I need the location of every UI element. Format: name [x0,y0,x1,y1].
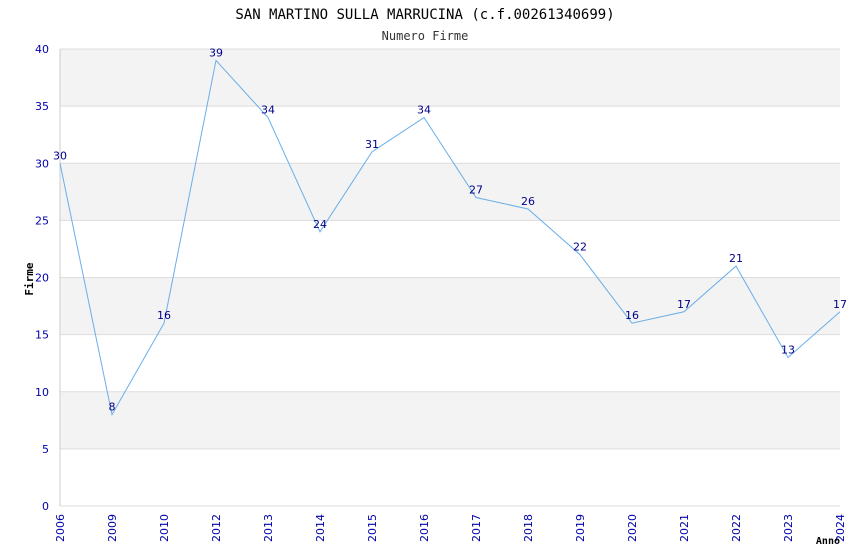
y-tick-label: 20 [35,272,49,285]
data-label: 21 [729,252,743,265]
x-tick-label: 2018 [522,514,535,542]
plot-band [60,277,840,335]
plot-band [60,163,840,221]
x-tick-label: 2019 [574,514,587,542]
x-tick-label: 2024 [834,514,847,542]
y-tick-label: 30 [35,157,49,170]
data-label: 17 [677,298,691,311]
x-tick-label: 2017 [470,514,483,542]
y-tick-label: 10 [35,386,49,399]
plot-band [60,448,840,506]
data-label: 27 [469,184,483,197]
data-label: 17 [833,298,847,311]
data-label: 24 [313,218,327,231]
plot-bands [60,49,840,506]
x-tick-label: 2023 [782,514,795,542]
x-tick-label: 2010 [158,514,171,542]
y-tick-label: 5 [42,443,49,456]
chart-subtitle: Numero Firme [382,29,469,43]
plot-band [60,106,840,164]
x-axis-label: Anno [816,536,840,547]
plot-band [60,391,840,449]
y-tick-label: 25 [35,214,49,227]
x-tick-label: 2022 [730,514,743,542]
y-tick-label: 15 [35,329,49,342]
data-label: 34 [261,104,275,117]
data-labels: 30 8 16 39 34 24 31 34 27 26 22 16 17 21 13 17 [53,46,847,413]
plot-band [60,334,840,392]
data-label: 13 [781,343,795,356]
chart-title: SAN MARTINO SULLA MARRUCINA (c.f.0026134… [235,7,614,23]
plot-band [60,220,840,278]
data-label: 34 [417,104,431,117]
data-label: 16 [157,309,171,322]
x-tick-label: 2021 [678,514,691,542]
x-tick-label: 2016 [418,514,431,542]
data-label: 22 [573,241,587,254]
y-axis-ticks: 0 5 10 15 20 25 30 35 40 [35,43,49,513]
x-axis-ticks: 2006 2009 2010 2012 2013 2014 2015 2016 2017 2018… [54,514,847,542]
y-axis-label: Firme [23,262,36,295]
plot-band [60,49,840,107]
data-label: 16 [625,309,639,322]
x-tick-label: 2015 [366,514,379,542]
x-tick-label: 2006 [54,514,67,542]
series-line [59,59,841,416]
data-label: 31 [365,138,379,151]
x-tick-label: 2012 [210,514,223,542]
x-tick-label: 2020 [626,514,639,542]
data-label: 39 [209,46,223,59]
grid-lines [59,48,840,507]
y-tick-label: 40 [35,43,49,56]
y-tick-label: 35 [35,100,49,113]
data-label: 26 [521,195,535,208]
x-tick-label: 2013 [262,514,275,542]
y-tick-label: 0 [42,500,49,513]
data-label: 30 [53,149,67,162]
x-tick-label: 2009 [106,514,119,542]
x-tick-label: 2014 [314,514,327,542]
data-label: 8 [109,401,116,414]
